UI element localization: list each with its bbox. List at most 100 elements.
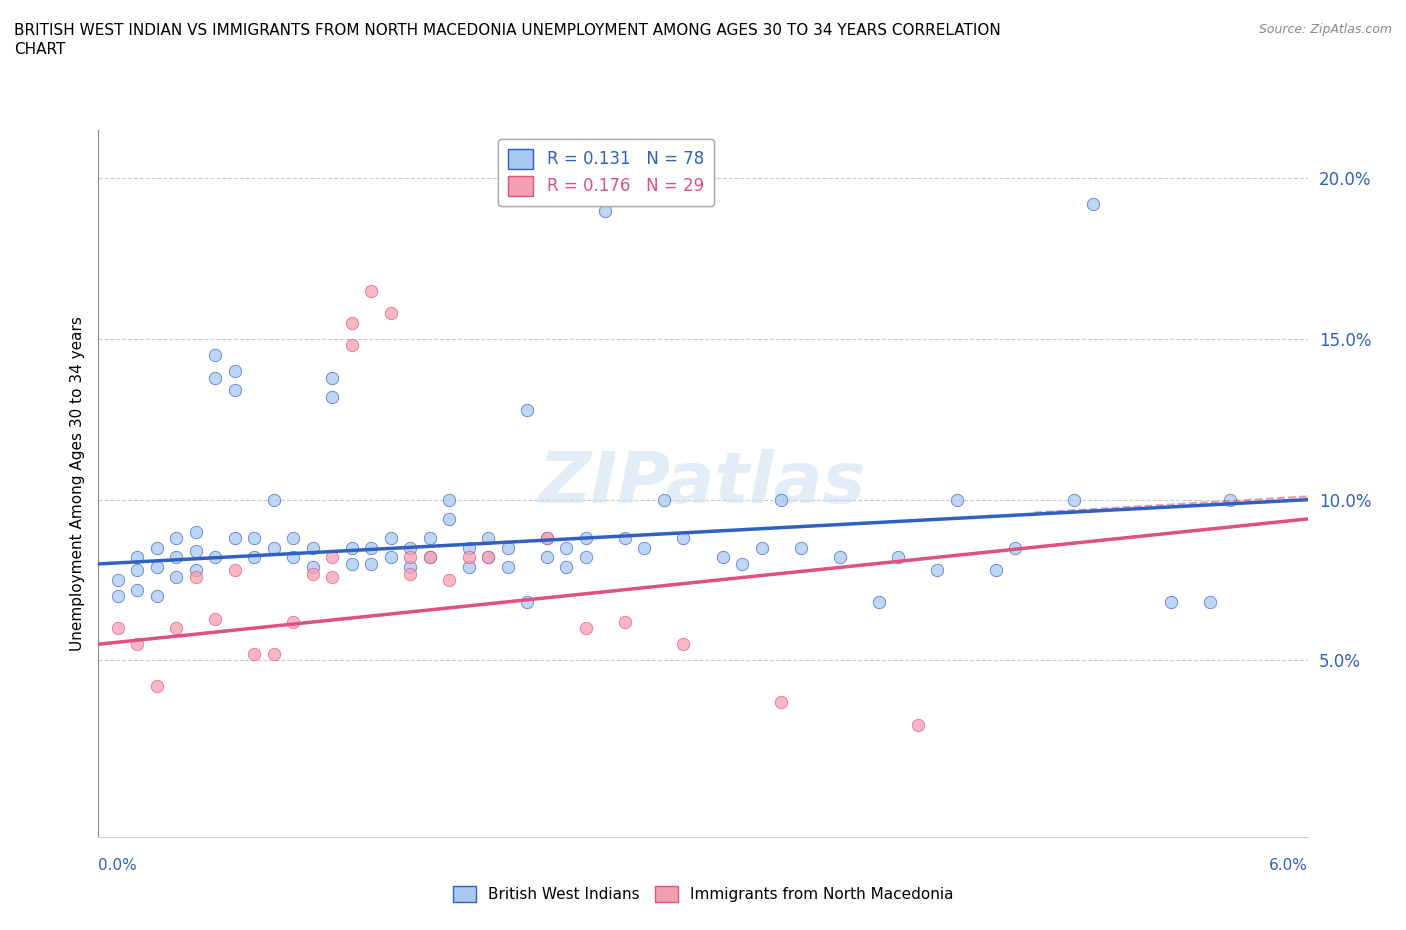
Point <box>283 615 305 630</box>
Legend: R = 0.131   N = 78, R = 0.176   N = 29: R = 0.131 N = 78, R = 0.176 N = 29 <box>499 139 714 206</box>
Point <box>399 560 422 575</box>
Point <box>439 492 461 507</box>
Point <box>380 531 402 546</box>
Point <box>751 540 773 555</box>
Point <box>439 512 461 526</box>
Point <box>789 540 811 555</box>
Point <box>302 560 325 575</box>
Point <box>419 550 441 565</box>
Point <box>243 550 266 565</box>
Point <box>868 595 890 610</box>
Point <box>536 550 558 565</box>
Point <box>399 550 422 565</box>
Point <box>146 540 169 555</box>
Text: ZIPatlas: ZIPatlas <box>540 449 866 518</box>
Point <box>302 566 325 581</box>
Point <box>477 531 499 546</box>
Point <box>536 531 558 546</box>
Point <box>127 563 149 578</box>
Point <box>1063 492 1085 507</box>
Point <box>477 550 499 565</box>
Point <box>1199 595 1222 610</box>
Point <box>340 315 363 330</box>
Point <box>321 370 343 385</box>
Point <box>516 403 538 418</box>
Text: 6.0%: 6.0% <box>1268 857 1308 872</box>
Point <box>263 492 285 507</box>
Point <box>536 531 558 546</box>
Point <box>458 540 481 555</box>
Point <box>107 589 129 604</box>
Point <box>360 540 382 555</box>
Point <box>1219 492 1241 507</box>
Point <box>340 338 363 352</box>
Point <box>263 646 285 661</box>
Point <box>1004 540 1026 555</box>
Point <box>458 560 481 575</box>
Point <box>127 550 149 565</box>
Text: 0.0%: 0.0% <box>98 857 138 872</box>
Point <box>769 695 792 710</box>
Text: CHART: CHART <box>14 42 66 57</box>
Point <box>652 492 675 507</box>
Point <box>204 611 226 626</box>
Point <box>204 550 226 565</box>
Point <box>575 550 598 565</box>
Point <box>283 550 305 565</box>
Point <box>321 390 343 405</box>
Point <box>496 540 519 555</box>
Point <box>1081 196 1104 211</box>
Point <box>458 550 481 565</box>
Point <box>146 560 169 575</box>
Point <box>945 492 967 507</box>
Point <box>614 615 637 630</box>
Point <box>321 569 343 584</box>
Point <box>146 679 169 694</box>
Point <box>283 531 305 546</box>
Point <box>828 550 851 565</box>
Y-axis label: Unemployment Among Ages 30 to 34 years: Unemployment Among Ages 30 to 34 years <box>69 316 84 651</box>
Point <box>614 531 637 546</box>
Point <box>399 540 422 555</box>
Point <box>107 573 129 588</box>
Point <box>925 563 948 578</box>
Point <box>184 544 207 559</box>
Point <box>165 620 187 635</box>
Point <box>633 540 655 555</box>
Point <box>769 492 792 507</box>
Point <box>575 531 598 546</box>
Text: BRITISH WEST INDIAN VS IMMIGRANTS FROM NORTH MACEDONIA UNEMPLOYMENT AMONG AGES 3: BRITISH WEST INDIAN VS IMMIGRANTS FROM N… <box>14 23 1001 38</box>
Point <box>380 306 402 321</box>
Point <box>340 540 363 555</box>
Point <box>302 540 325 555</box>
Point <box>595 203 617 218</box>
Point <box>243 531 266 546</box>
Point <box>204 348 226 363</box>
Point <box>165 531 187 546</box>
Point <box>419 531 441 546</box>
Point <box>127 637 149 652</box>
Point <box>496 560 519 575</box>
Point <box>340 556 363 571</box>
Point <box>165 569 187 584</box>
Text: Source: ZipAtlas.com: Source: ZipAtlas.com <box>1258 23 1392 36</box>
Point <box>672 531 695 546</box>
Point <box>224 563 246 578</box>
Point <box>165 550 187 565</box>
Point <box>184 569 207 584</box>
Point <box>321 550 343 565</box>
Point <box>146 589 169 604</box>
Point <box>360 284 382 299</box>
Point <box>887 550 910 565</box>
Point <box>575 620 598 635</box>
Point <box>360 556 382 571</box>
Point <box>127 582 149 597</box>
Point <box>184 525 207 539</box>
Point <box>477 550 499 565</box>
Point <box>419 550 441 565</box>
Point <box>984 563 1007 578</box>
Point <box>224 364 246 379</box>
Point <box>907 717 929 732</box>
Point <box>184 563 207 578</box>
Point <box>204 370 226 385</box>
